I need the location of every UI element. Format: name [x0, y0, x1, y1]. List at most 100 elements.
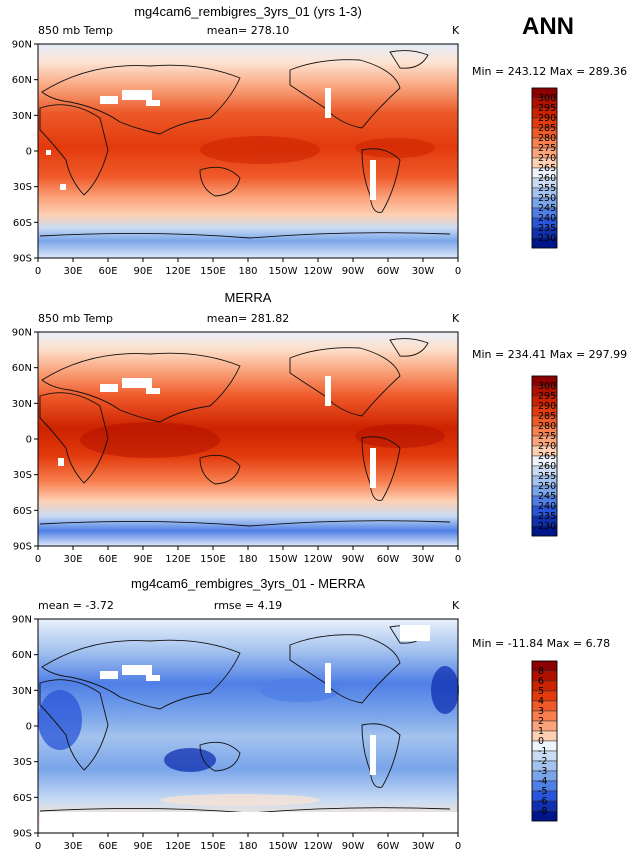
colorbar-level-label: 300: [538, 93, 556, 104]
units-label: K: [452, 599, 460, 612]
colorbar-level-label: 285: [538, 123, 556, 134]
diff-mean-label: mean = -3.72: [38, 599, 114, 612]
colorbar-level-label: 0: [538, 736, 544, 747]
colorbar-level-label: 270: [538, 153, 556, 164]
colorbar: 3002952902852802752702652602552502452402…: [531, 375, 558, 537]
colorbar-swatch: [531, 680, 558, 692]
y-tick-label: 60N: [12, 363, 32, 374]
colorbar-level-label: 300: [538, 381, 556, 392]
x-tick-label: 0: [35, 554, 41, 565]
x-tick-label: 120E: [165, 841, 190, 852]
x-tick-label: 60E: [98, 554, 117, 565]
colorbar-level-label: -4: [538, 776, 547, 787]
colorbar-level-label: -6: [538, 796, 547, 807]
colorbar-level-label: 5: [538, 686, 544, 697]
colorbar-swatch: [531, 730, 558, 742]
colorbar-level-label: 245: [538, 491, 556, 502]
x-tick-label: 60E: [98, 841, 117, 852]
colorbar-level-label: 4: [538, 696, 544, 707]
x-tick-label: 120E: [165, 554, 190, 565]
ice-masks: [46, 88, 376, 200]
panel-difference: mg4cam6_rembigres_3yrs_01 - MERRA mean =…: [12, 576, 610, 852]
colorbar-level-label: 260: [538, 173, 556, 184]
y-tick-label: 30N: [12, 111, 32, 122]
x-tick-label: 0: [455, 841, 461, 852]
y-tick-label: 30S: [13, 757, 32, 768]
x-tick-label: 30W: [412, 266, 435, 277]
y-tick-label: 60S: [13, 506, 32, 517]
x-tick-label: 90E: [133, 841, 152, 852]
y-tick-label: 90S: [13, 542, 32, 553]
colorbar-level-label: -8: [538, 806, 547, 817]
colorbar-level-label: 1: [538, 726, 544, 737]
x-tick-label: 90W: [342, 841, 365, 852]
panel-title: mg4cam6_rembigres_3yrs_01 - MERRA: [131, 576, 365, 591]
y-tick-label: 60N: [12, 650, 32, 661]
map-anomalies: [80, 422, 445, 458]
x-tick-label: 120E: [165, 266, 190, 277]
colorbar-level-label: -1: [538, 746, 547, 757]
y-tick-label: 30S: [13, 182, 32, 193]
colorbar-level-label: 270: [538, 441, 556, 452]
panel-title: MERRA: [225, 290, 272, 305]
colorbar-level-label: 290: [538, 113, 556, 124]
colorbar-level-label: 255: [538, 183, 556, 194]
min-max-label: Min = -11.84 Max = 6.78: [472, 637, 610, 650]
rmse-label: rmse = 4.19: [214, 599, 282, 612]
map-axes: 0 30E 60E 90E 120E 150E 180 150W 120W 90W 60W 30W 09…: [12, 40, 461, 278]
colorbar-level-label: -2: [538, 756, 547, 767]
units-label: K: [452, 312, 460, 325]
min-max-label: Min = 234.41 Max = 297.99: [472, 348, 627, 361]
continent-outlines: [39, 50, 451, 239]
x-tick-label: 150W: [269, 554, 298, 565]
x-tick-label: 90E: [133, 266, 152, 277]
y-tick-label: 90N: [12, 328, 32, 339]
ice-masks: [40, 625, 458, 832]
colorbar-level-label: 245: [538, 203, 556, 214]
y-tick-label: 90S: [13, 254, 32, 265]
y-tick-label: 60N: [12, 75, 32, 86]
x-tick-label: 150E: [200, 266, 225, 277]
x-tick-label: 60W: [377, 841, 400, 852]
y-tick-label: 30S: [13, 470, 32, 481]
x-tick-label: 60E: [98, 266, 117, 277]
panel-model: mg4cam6_rembigres_3yrs_01 (yrs 1-3) 850 …: [12, 4, 627, 277]
colorbar-level-label: 295: [538, 103, 556, 114]
colorbar-level-label: 260: [538, 461, 556, 472]
panel-merra: MERRA 850 mb Temp mean= 281.82 K 0 30E 60E…: [12, 290, 627, 565]
panel-title: mg4cam6_rembigres_3yrs_01 (yrs 1-3): [134, 4, 362, 19]
colorbar-swatch: [531, 660, 558, 672]
colorbar-level-label: 265: [538, 163, 556, 174]
colorbar-level-label: 250: [538, 193, 556, 204]
colorbar-level-label: 295: [538, 391, 556, 402]
colorbar-frame: [531, 660, 558, 822]
map-anomalies: [200, 136, 435, 164]
colorbar: 3002952902852802752702652602552502452402…: [531, 87, 558, 249]
colorbar-level-label: 230: [538, 521, 556, 532]
x-tick-label: 60W: [377, 554, 400, 565]
colorbar-level-label: 285: [538, 411, 556, 422]
colorbar-level-label: 275: [538, 143, 556, 154]
map-anomalies: [38, 666, 459, 806]
y-tick-label: 0: [26, 435, 32, 446]
map-axes: 0 30E 60E 90E 120E 150E 180 150W 120W 90W 60W 30W 09…: [12, 615, 461, 853]
colorbar-frame: [531, 375, 558, 537]
y-tick-label: 30N: [12, 399, 32, 410]
colorbar-level-label: 290: [538, 401, 556, 412]
colorbar-level-label: 8: [538, 666, 544, 677]
colorbar-level-label: 235: [538, 511, 556, 522]
colorbar-swatch: [531, 700, 558, 712]
colorbar-swatch: [531, 710, 558, 722]
x-tick-label: 120W: [304, 266, 333, 277]
season-label: ANN: [522, 13, 574, 40]
colorbar-level-label: 255: [538, 471, 556, 482]
x-tick-label: 180: [238, 554, 257, 565]
y-tick-label: 90N: [12, 615, 32, 626]
x-tick-label: 0: [35, 841, 41, 852]
ice-masks: [58, 376, 376, 488]
units-label: K: [452, 24, 460, 37]
y-tick-label: 60S: [13, 793, 32, 804]
map-axes: 0 30E 60E 90E 120E 150E 180 150W 120W 90W 60W 30W 09…: [12, 328, 461, 566]
